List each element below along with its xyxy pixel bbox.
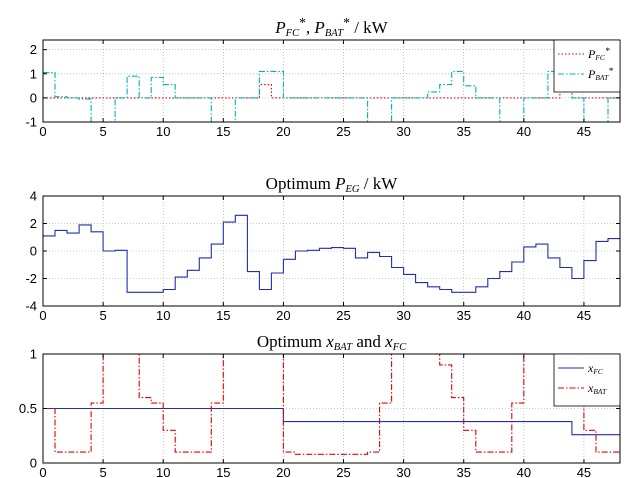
x-tick-label: 5 [99,308,106,323]
chart-title: Optimum PEG / kW [266,174,399,195]
chart-title-part: P [313,18,324,37]
x-tick-label: 30 [396,124,410,139]
x-tick-label: 20 [276,465,290,478]
chart-title-part: P [334,174,345,193]
chart-title-part: / kW [350,18,389,37]
x-tick-label: 0 [39,465,46,478]
x-tick-label: 10 [156,465,170,478]
chart-title-part: x [325,332,334,351]
x-tick-label: 0 [39,124,46,139]
y-tick-label: 0.5 [19,401,37,416]
legend-label-part: BAT [595,73,609,82]
x-tick-label: 25 [336,465,350,478]
x-tick-label: 25 [336,124,350,139]
x-tick-label: 20 [276,308,290,323]
series-line-1 [43,84,620,99]
x-tick-label: 35 [456,124,470,139]
chart-title-part: BAT [334,342,353,353]
legend-label-part: FC [592,367,604,376]
x-tick-label: 40 [517,124,531,139]
legend-label-part: x [587,361,594,375]
y-tick-label: 4 [30,189,37,204]
chart-title-part: * [343,15,350,30]
x-tick-label: 15 [216,308,230,323]
y-tick-label: -1 [25,115,37,130]
x-tick-label: 30 [396,308,410,323]
y-tick-label: 0 [30,456,37,471]
y-tick-label: 1 [30,66,37,81]
chart-title-part: and [352,332,385,351]
x-tick-label: 25 [336,308,350,323]
chart-title: PFC*, PBAT* / kW [274,15,388,39]
chart-title-part: Optimum [257,332,326,351]
chart-panel-peg: Optimum PEG / kW 0 5 10 15 20 25 30 35 40 45 -4 -2 0 2… [25,174,621,323]
legend-label: PBAT* [587,66,613,82]
chart-title-part: , [306,18,315,37]
y-tick-label: -4 [25,299,37,314]
x-tick-label: 20 [276,124,290,139]
legend-label-part: FC [594,53,606,62]
series-line-2 [43,353,620,455]
series-line-1 [43,407,620,436]
y-tick-label: 2 [30,216,37,231]
x-tick-label: 45 [577,124,591,139]
legend-label-part: BAT [593,387,607,396]
x-tick-label: 5 [99,465,106,478]
x-tick-label: 10 [156,124,170,139]
axes-frame [42,39,621,123]
legend-label-part: P [587,67,596,81]
legend-box [553,353,621,407]
x-tick-label: 15 [216,124,230,139]
x-tick-label: 45 [577,465,591,478]
x-tick-label: 10 [156,308,170,323]
legend-label-part: P [587,47,596,61]
legend-label-part: x [587,381,594,395]
chart-title-part: EG [344,184,359,195]
x-tick-label: 45 [577,308,591,323]
chart-title-part: x [384,332,393,351]
y-tick-label: 0 [30,90,37,105]
chart-title: Optimum xBAT and xFC [257,332,407,353]
x-tick-label: 40 [517,465,531,478]
legend-box [553,39,621,93]
chart-title-part: FC [392,342,407,353]
legend-label: xBAT [587,381,607,396]
legend: PFC*PBAT* [553,39,621,93]
x-tick-label: 40 [517,308,531,323]
chart-title-part: * [299,15,306,30]
x-tick-label: 35 [456,308,470,323]
y-tick-label: 2 [30,42,37,57]
legend-label-part: * [605,46,610,57]
chart-title-part: / kW [360,174,399,193]
x-tick-label: 5 [99,124,106,139]
chart-title-part: FC [285,28,300,39]
x-tick-label: 15 [216,465,230,478]
series-line-2 [43,70,620,123]
legend-label: PFC* [587,46,610,62]
y-tick-label: 0 [30,244,37,259]
chart-title-part: BAT [325,28,344,39]
x-tick-label: 30 [396,465,410,478]
chart-title-part: Optimum [266,174,335,193]
x-tick-label: 35 [456,465,470,478]
y-tick-label: -2 [25,271,37,286]
y-tick-label: 1 [30,347,37,362]
legend-label-part: * [608,66,613,77]
x-tick-label: 0 [39,308,46,323]
chart-title-part: P [274,18,285,37]
legend-label: xFC [587,361,604,376]
series-line-1 [43,214,620,293]
